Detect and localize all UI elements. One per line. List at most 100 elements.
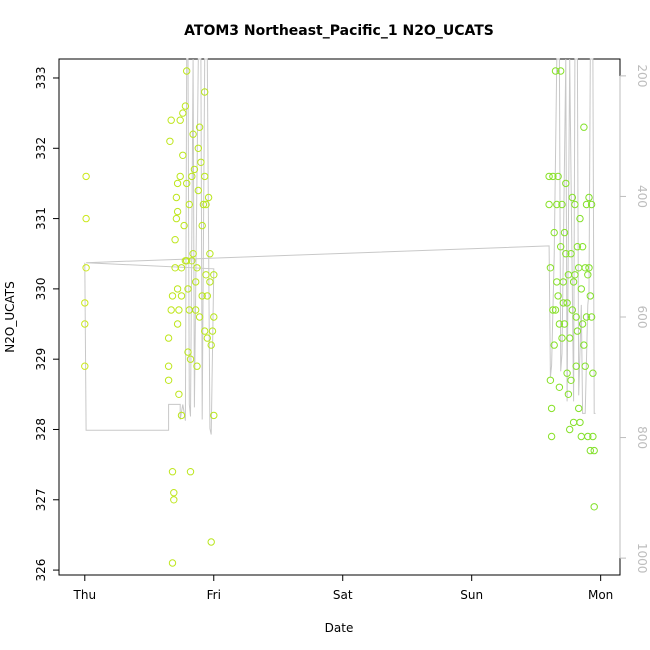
data-point bbox=[559, 299, 567, 307]
data-point bbox=[569, 278, 578, 286]
y2-tick-label: 400 bbox=[635, 185, 649, 208]
data-point bbox=[164, 362, 173, 370]
data-point bbox=[550, 228, 558, 237]
y-tick-label: 327 bbox=[34, 488, 48, 511]
data-point bbox=[571, 200, 579, 209]
data-point bbox=[571, 271, 579, 279]
points-layer bbox=[81, 67, 598, 567]
data-point bbox=[545, 200, 553, 209]
y-tick-label: 333 bbox=[34, 67, 48, 90]
data-point bbox=[167, 116, 175, 124]
x-tick-label: Thu bbox=[73, 588, 97, 602]
data-point bbox=[585, 193, 593, 202]
data-point bbox=[580, 123, 588, 131]
data-point bbox=[185, 200, 194, 209]
data-point bbox=[186, 355, 195, 363]
data-point bbox=[546, 376, 555, 384]
data-point bbox=[567, 250, 575, 258]
data-point bbox=[555, 320, 564, 328]
data-point bbox=[184, 348, 192, 356]
data-point bbox=[82, 214, 90, 223]
y-tick-label: 330 bbox=[34, 277, 48, 300]
y2-tick-label: 800 bbox=[635, 426, 649, 449]
data-point bbox=[550, 341, 558, 349]
data-point bbox=[582, 200, 591, 209]
data-point bbox=[183, 179, 191, 188]
data-point bbox=[580, 341, 588, 349]
data-point bbox=[203, 334, 212, 342]
data-point bbox=[559, 278, 567, 286]
data-point bbox=[578, 320, 587, 328]
data-point bbox=[566, 334, 574, 342]
data-point bbox=[202, 271, 210, 279]
data-point bbox=[194, 186, 203, 195]
data-point bbox=[198, 292, 206, 300]
data-point bbox=[173, 207, 182, 216]
data-point bbox=[208, 327, 217, 335]
data-point bbox=[204, 193, 213, 202]
plot-frame bbox=[58, 58, 621, 576]
data-point bbox=[572, 313, 580, 321]
data-point bbox=[193, 362, 201, 370]
data-point bbox=[207, 538, 215, 546]
data-point bbox=[589, 369, 597, 377]
data-point bbox=[183, 257, 191, 265]
data-point bbox=[590, 446, 598, 455]
data-point bbox=[563, 369, 571, 377]
data-point bbox=[564, 390, 573, 398]
data-point bbox=[560, 320, 569, 328]
data-point bbox=[557, 67, 565, 75]
data-point bbox=[566, 425, 574, 434]
data-point bbox=[585, 264, 593, 272]
data-point bbox=[192, 306, 200, 314]
data-point bbox=[560, 228, 569, 237]
data-point bbox=[551, 67, 560, 75]
data-point bbox=[577, 285, 585, 293]
data-point bbox=[176, 172, 184, 181]
x-tick-label: Sat bbox=[333, 588, 353, 602]
data-point bbox=[189, 130, 197, 138]
data-point bbox=[171, 236, 179, 244]
data-point bbox=[572, 362, 580, 370]
data-point bbox=[195, 123, 204, 131]
data-point bbox=[189, 250, 197, 258]
data-point bbox=[577, 432, 585, 441]
data-point bbox=[586, 446, 594, 455]
data-point bbox=[173, 285, 182, 293]
data-point bbox=[206, 250, 214, 258]
data-point bbox=[202, 200, 210, 209]
data-point bbox=[172, 214, 181, 223]
data-point bbox=[549, 306, 557, 314]
data-point bbox=[207, 341, 215, 349]
data-point bbox=[573, 243, 582, 251]
y-axis-label: N2O_UCATS bbox=[3, 281, 17, 352]
data-point bbox=[558, 200, 566, 209]
data-point bbox=[584, 271, 592, 279]
data-point bbox=[199, 200, 208, 209]
data-point bbox=[587, 200, 596, 209]
data-point bbox=[562, 250, 570, 258]
data-point bbox=[179, 109, 187, 117]
data-point bbox=[206, 278, 214, 286]
data-point bbox=[558, 334, 566, 342]
data-point bbox=[81, 362, 89, 370]
data-point bbox=[581, 362, 589, 370]
data-point bbox=[170, 496, 178, 504]
y-tick-label: 329 bbox=[34, 348, 48, 371]
data-point bbox=[568, 193, 576, 202]
data-point bbox=[186, 468, 195, 476]
data-point bbox=[188, 172, 196, 181]
data-point bbox=[82, 172, 90, 181]
data-point bbox=[176, 116, 184, 124]
data-point bbox=[193, 264, 201, 272]
data-point bbox=[173, 179, 182, 188]
y-tick-label: 332 bbox=[34, 137, 48, 160]
data-point bbox=[575, 404, 583, 413]
data-point bbox=[546, 264, 555, 272]
data-point bbox=[184, 285, 192, 293]
data-point bbox=[201, 88, 209, 96]
data-point bbox=[173, 320, 182, 328]
data-point bbox=[195, 313, 204, 321]
data-point bbox=[167, 306, 175, 314]
data-point bbox=[201, 327, 209, 335]
